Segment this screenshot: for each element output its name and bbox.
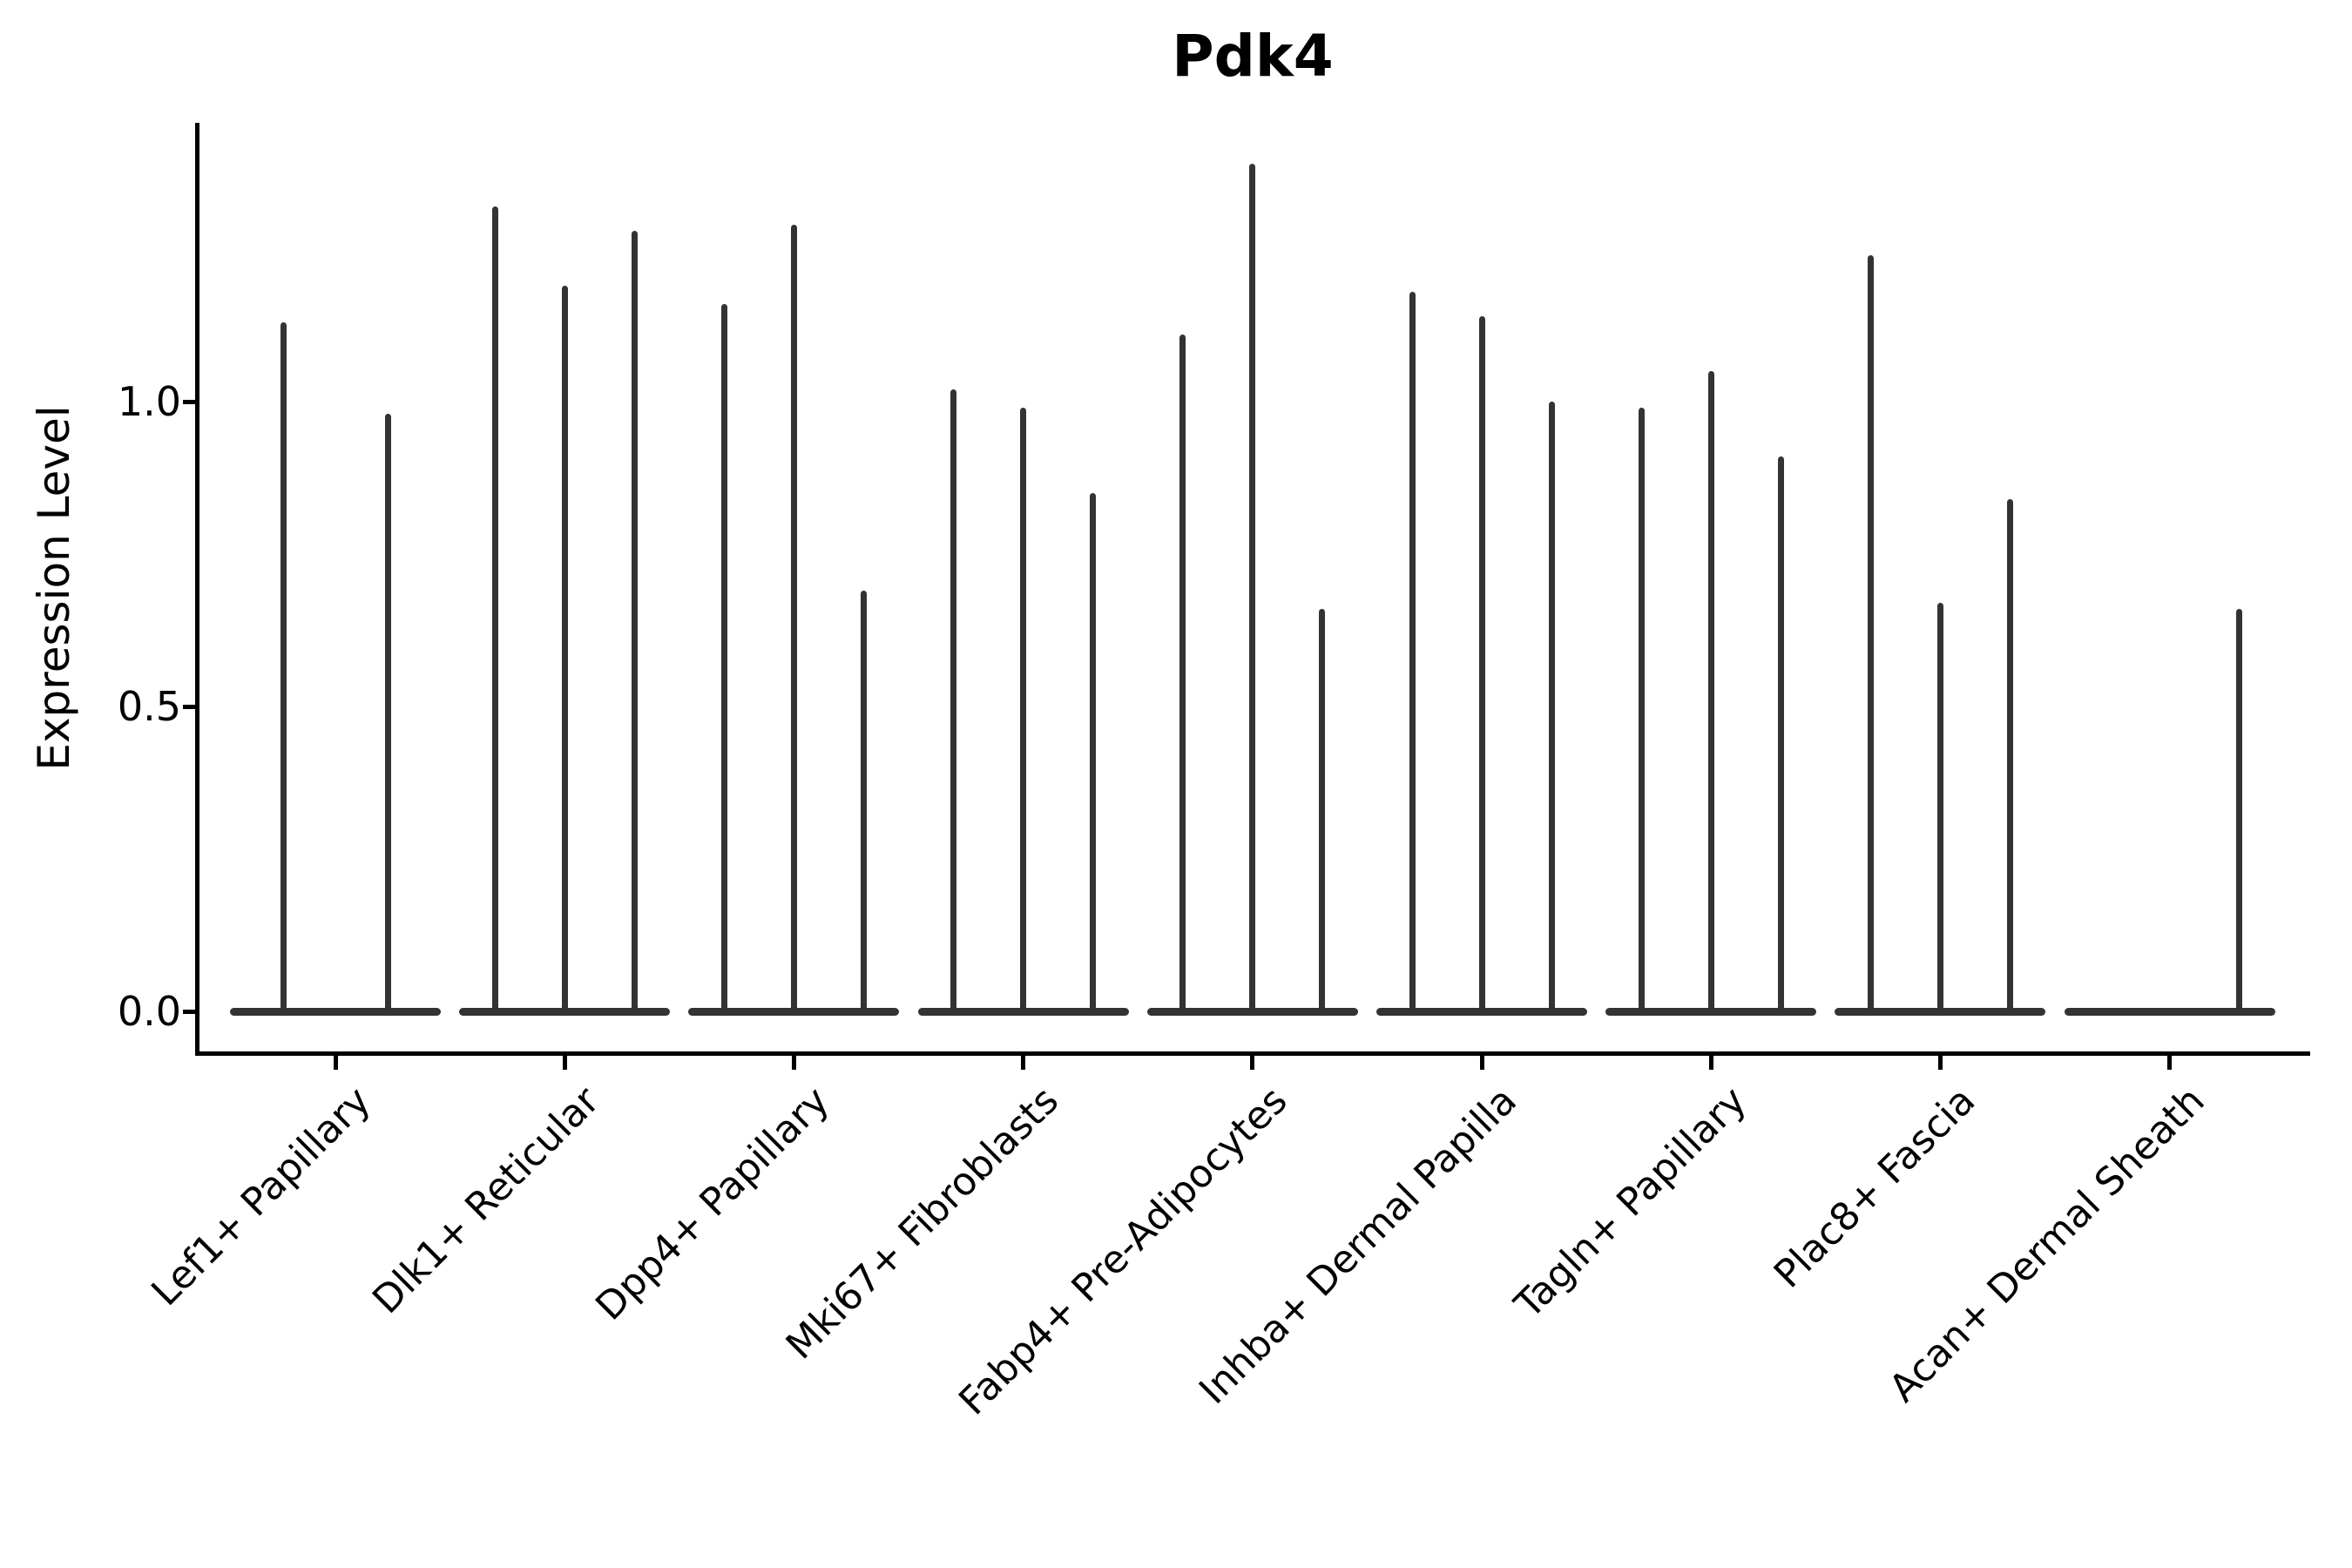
violin-base: [917, 1007, 1129, 1016]
x-axis-tick: [791, 1056, 796, 1070]
violin-base: [2064, 1007, 2275, 1016]
x-axis-tick-label: Dlk1+ Reticular: [364, 1078, 609, 1322]
violin-base: [1605, 1007, 1817, 1016]
x-axis-tick-label: Lef1+ Papillary: [142, 1078, 380, 1315]
violin-spike: [1777, 456, 1784, 1011]
violin-spike: [720, 304, 727, 1011]
violin-spike: [1548, 402, 1555, 1011]
violin-spike: [1319, 609, 1326, 1011]
violin-spike: [1409, 292, 1416, 1011]
violin-spike: [280, 322, 287, 1011]
x-axis-tick: [333, 1056, 338, 1070]
x-axis-tick: [1021, 1056, 1026, 1070]
y-axis-spine: [195, 123, 199, 1056]
violin-spike: [561, 286, 568, 1011]
y-axis-tick-label: 0.5: [117, 683, 181, 730]
x-axis-tick-label: Tagln+ Papillary: [1505, 1078, 1755, 1328]
chart-title: Pdk4: [1172, 23, 1334, 90]
violin-spike: [1867, 255, 1874, 1011]
y-axis-tick-label: 0.0: [117, 988, 181, 1035]
x-axis-spine: [195, 1051, 2310, 1056]
violin-spike: [2236, 609, 2243, 1011]
violin-spike: [384, 414, 391, 1011]
x-axis-tick: [562, 1056, 567, 1070]
violin-base: [1835, 1007, 2046, 1016]
violin-spike: [1090, 493, 1097, 1011]
violin-base: [459, 1007, 671, 1016]
violin-spike: [1707, 371, 1714, 1011]
violin-spike: [1638, 408, 1645, 1011]
violin-spike: [2006, 499, 2013, 1011]
x-axis-tick-label: Plac8+ Fascia: [1765, 1078, 1984, 1297]
violin-spike: [860, 591, 867, 1011]
violin-spike: [790, 225, 797, 1011]
violin-spike: [1478, 316, 1485, 1011]
violin-spike: [631, 231, 638, 1011]
violin-spike: [1020, 408, 1027, 1011]
y-axis-tick: [183, 1009, 197, 1014]
x-axis-tick: [2167, 1056, 2173, 1070]
x-axis-tick-label: Dpp4+ Papillary: [586, 1078, 838, 1329]
y-axis-tick: [183, 399, 197, 404]
violin-base: [230, 1007, 441, 1016]
x-axis-tick: [1250, 1056, 1255, 1070]
violin-base: [688, 1007, 900, 1016]
x-axis-tick: [1937, 1056, 1943, 1070]
violin-spike: [491, 206, 498, 1011]
x-axis-tick: [1479, 1056, 1484, 1070]
violin-spike: [950, 389, 957, 1011]
violin-base: [1146, 1007, 1358, 1016]
y-axis-tick-label: 1.0: [117, 378, 181, 425]
violin-base: [1376, 1007, 1587, 1016]
violin-spike: [1936, 603, 1943, 1011]
y-axis-tick: [183, 704, 197, 709]
x-axis-tick: [1708, 1056, 1713, 1070]
violin-spike: [1179, 335, 1186, 1011]
violin-spike: [1249, 164, 1256, 1011]
